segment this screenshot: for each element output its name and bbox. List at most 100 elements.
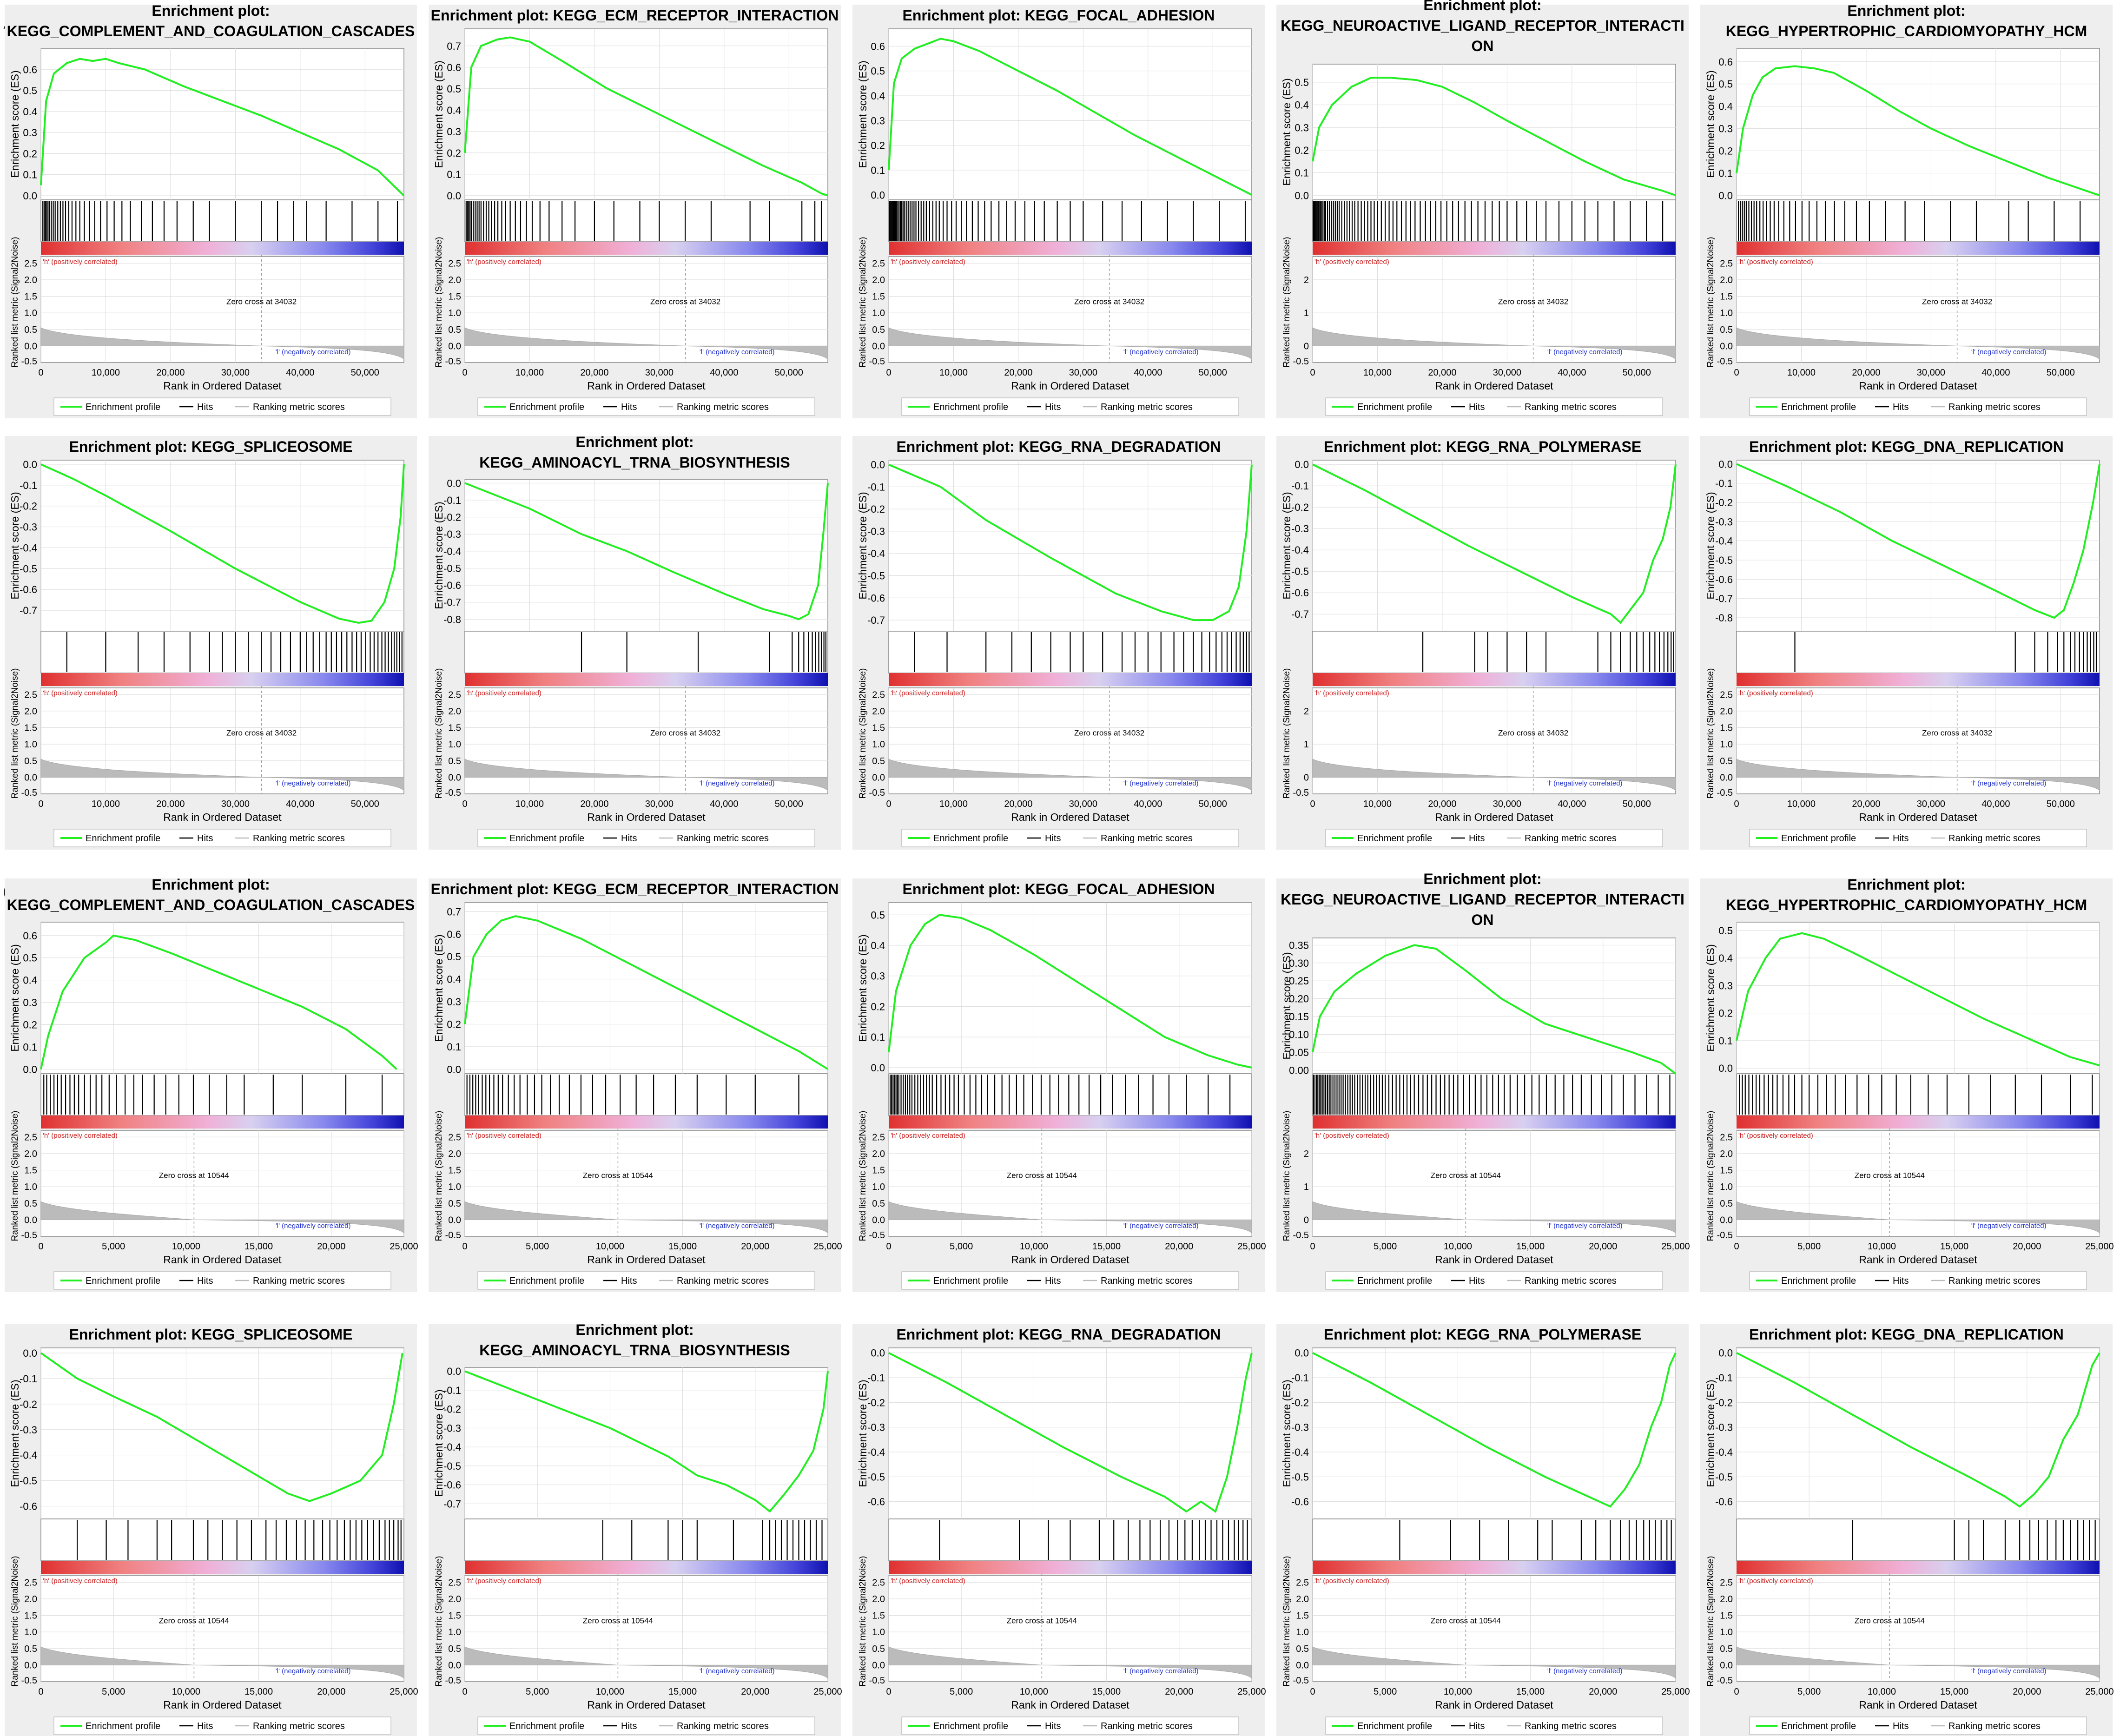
x-tick-label: 50,000 [1623,799,1651,809]
es-tick-label: -0.1 [20,480,37,491]
metric-tick-label: 0.0 [872,341,885,351]
es-tick-label: -0.1 [867,1372,885,1384]
legend-label: Ranking metric scores [1525,1721,1617,1731]
rank-heatmap-bar [889,1561,1252,1574]
ranking-metric-area [40,327,404,360]
x-tick-label: 25,000 [813,1241,842,1252]
metric-tick-label: -0.5 [1293,356,1309,367]
x-tick-label: 20,000 [1589,1687,1617,1697]
x-tick-label: 20,000 [317,1687,345,1697]
metric-tick-label: 1.5 [1720,292,1733,302]
x-tick-label: 25,000 [813,1687,842,1697]
x-axis-label: Rank in Ordered Dataset [1435,1254,1553,1266]
negatively-correlated-label: 'l' (negatively correlated) [276,779,351,787]
hits-area [1312,1073,1676,1116]
legend-box [53,1271,391,1290]
plot-title: Enrichment plot: [575,1321,693,1338]
metric-tick-label: 0.5 [448,325,461,335]
x-tick-label: 30,000 [1069,368,1097,378]
enrichment-profile-line [888,463,1253,621]
positively-correlated-label: 'h' (positively correlated) [891,1132,965,1140]
metric-tick-label: 0.5 [448,756,461,766]
metric-tick-label: 0.0 [448,1215,461,1225]
metric-tick-label: 0.5 [1720,1199,1733,1209]
legend-label: Hits [621,1276,637,1286]
x-axis-label: Rank in Ordered Dataset [163,811,282,823]
es-tick-label: -0.4 [867,548,885,560]
legend-label: Ranking metric scores [1948,402,2041,412]
x-tick-label: 20,000 [1852,368,1880,378]
x-tick-label: 0 [462,799,467,809]
legend-label: Enrichment profile [933,833,1008,844]
es-tick-label: 0.3 [447,126,461,138]
negatively-correlated-label: 'l' (negatively correlated) [1971,1667,2047,1675]
es-plot-area [888,902,1252,1074]
legend-label: Hits [1469,402,1485,412]
metric-axis-label: Ranked list metric (Signal2Noise) [1706,668,1716,799]
es-tick-label: -0.3 [1715,516,1733,528]
enrichment-profile-line [40,934,397,1070]
metric-tick-label: 1.5 [24,723,37,733]
positively-correlated-label: 'h' (positively correlated) [1738,258,1813,266]
es-tick-label: 0.0 [1294,459,1309,470]
x-tick-label: 25,000 [2085,1687,2113,1697]
es-tick-label: 0.1 [23,1041,37,1053]
metric-axis-label: Ranked list metric (Signal2Noise) [1282,1111,1292,1241]
es-tick-label: 0.0 [23,459,37,470]
metric-tick-label: -0.5 [445,356,461,367]
enrichment-profile-line [464,1370,829,1513]
es-tick-label: -0.4 [443,546,461,557]
metric-tick-label: 0.0 [872,1660,885,1670]
es-tick-label: -0.3 [20,1424,37,1436]
metric-tick-label: 0.0 [24,772,37,783]
es-tick-label: 0.4 [1718,952,1733,964]
es-axis-label: Enrichment score (ES) [1704,492,1717,599]
metric-tick-label: 2.0 [448,706,461,717]
x-axis-label: Rank in Ordered Dataset [163,380,282,392]
x-axis-label: Rank in Ordered Dataset [1859,380,1977,392]
x-tick-label: 5,000 [1797,1241,1821,1252]
es-plot-area [1736,1347,2100,1519]
x-tick-label: 10,000 [172,1241,200,1252]
legend-label: Enrichment profile [86,402,160,412]
metric-tick-label: 2.0 [872,1594,885,1604]
legend-label: Ranking metric scores [677,1721,769,1731]
metric-tick-label: 2.0 [872,706,885,717]
es-tick-label: 0.2 [1718,1008,1733,1019]
x-tick-label: 0 [38,368,43,378]
x-tick-label: 0 [1734,368,1739,378]
metric-tick-label: 0.5 [448,1644,461,1654]
es-tick-label: 0.5 [1718,79,1733,90]
es-tick-label: -0.1 [20,1373,37,1385]
x-tick-label: 15,000 [1516,1241,1545,1252]
plot-title: Enrichment plot: KEGG_RNA_POLYMERASE [1324,1326,1641,1343]
legend-label: Ranking metric scores [677,1276,769,1286]
negatively-correlated-label: 'l' (negatively correlated) [1971,1222,2047,1230]
es-tick-label: 0.1 [447,1041,461,1053]
x-tick-label: 15,000 [244,1687,273,1697]
x-tick-label: 10,000 [1868,1241,1896,1252]
es-tick-label: -0.6 [1291,587,1309,599]
metric-tick-label: 1 [1304,308,1309,318]
metric-tick-label: 0.0 [872,772,885,783]
zero-cross-label: Zero cross at 34032 [226,729,297,738]
plot-title: KEGG_HYPERTROPHIC_CARDIOMYOPATHY_HCM [1726,897,2087,913]
x-axis-label: Rank in Ordered Dataset [587,811,706,823]
x-tick-label: 0 [462,1241,467,1252]
hits-area [1736,631,2100,673]
enrichment-profile-line [888,914,1252,1069]
plot-title: Enrichment plot: KEGG_DNA_REPLICATION [1749,438,2064,455]
legend-label: Enrichment profile [1781,402,1856,412]
x-tick-label: 15,000 [1940,1241,1968,1252]
metric-tick-label: 2.5 [1720,1578,1733,1588]
metric-axis-label: Ranked list metric (Signal2Noise) [858,237,868,368]
x-tick-label: 30,000 [221,799,250,809]
enrichment-plot-panel: Enrichment plot: KEGG_NEUROACTIVE_LIGAND_… [1276,0,1689,418]
metric-tick-label: 1.0 [24,739,37,750]
positively-correlated-label: 'h' (positively correlated) [43,1132,118,1140]
es-plot-area [40,460,404,632]
es-tick-label: -0.6 [867,592,885,604]
plot-title: Enrichment plot: KEGG_SPLICEOSOME [69,438,353,455]
metric-tick-label: -0.5 [445,1676,461,1686]
es-tick-label: -0.1 [1715,478,1733,489]
